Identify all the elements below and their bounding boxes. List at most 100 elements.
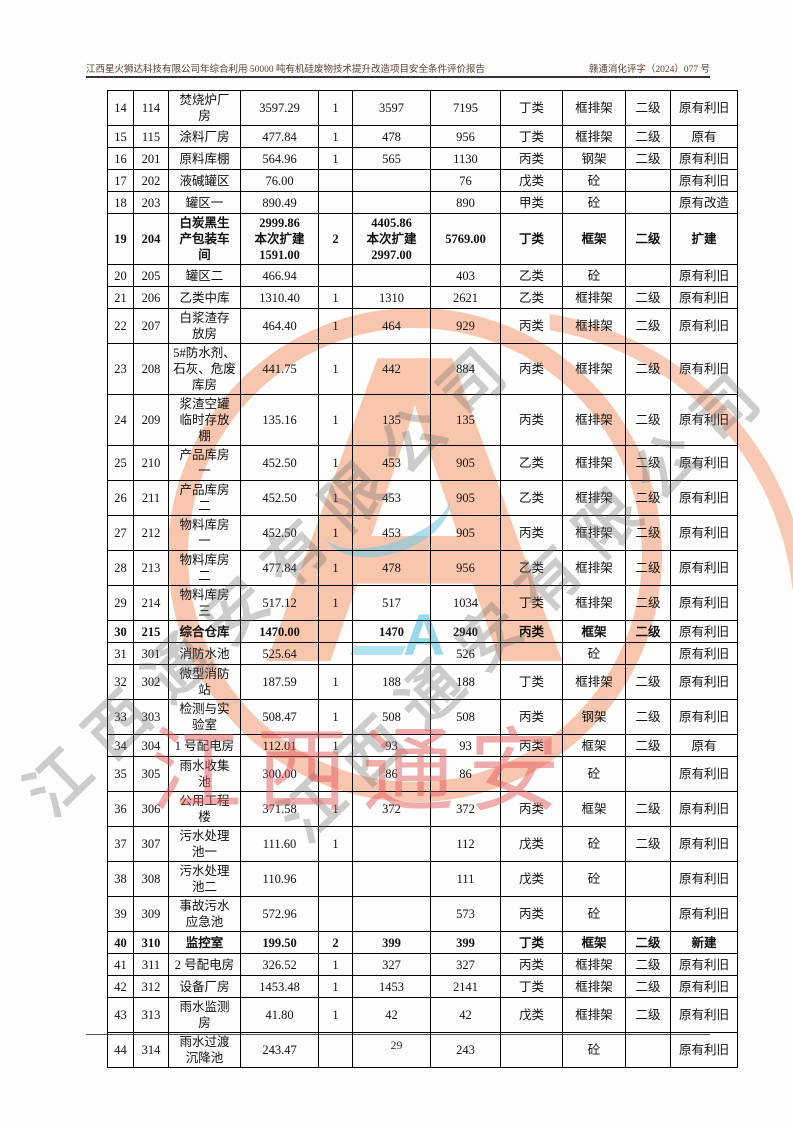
cell-name: 微型消防 站 [168,664,241,700]
cell-area: 890.49 [240,191,319,214]
cell-no: 27 [107,515,134,551]
table-row: 38 308 污水处理 池二 110.96 111 戊类砼 原有利旧 [107,861,738,897]
cell-structure: 框排架 [562,585,626,621]
cell-build_area: 565 [352,147,431,170]
cell-total: 135 [430,394,501,446]
cell-area: 371.58 [240,791,319,827]
cell-no: 19 [107,213,134,265]
cell-total: 2940 [430,620,501,643]
table-row: 40 310 监控室 199.50 2 399 399 丁类 框架 二级 新建 [107,931,738,954]
cell-total: 372 [430,791,501,827]
cell-category: 丁类 [500,213,563,265]
cell-category: 丙类 [500,308,563,344]
cell-category: 丙类 [500,734,563,757]
cell-code: 301 [133,642,169,665]
cell-total: 884 [430,343,501,395]
cell-code: 310 [133,931,169,954]
cell-name: 雨水监测 房 [168,997,241,1033]
cell-build_area: 3597 [352,90,431,126]
cell-category: 丙类 [500,394,563,446]
cell-floors [318,756,353,792]
cell-area: 111.60 [240,826,319,862]
cell-area: 1453.48 [240,975,319,998]
cell-remark: 原有利旧 [670,861,738,897]
cell-total: 111 [430,861,501,897]
cell-build_area: 453 [352,515,431,551]
cell-total: 573 [430,896,501,932]
cell-remark: 原有利旧 [670,286,738,309]
cell-category: 乙类 [500,550,563,586]
cell-build_area [352,896,431,932]
cell-structure: 框排架 [562,394,626,446]
cell-area: 466.94 [240,264,319,287]
cell-build_area: 327 [352,953,431,976]
cell-structure: 砼 [562,169,626,192]
cell-structure: 框排架 [562,125,626,148]
cell-remark: 原有利旧 [670,699,738,735]
cell-code: 211 [133,480,169,516]
cell-total: 5769.00 [430,213,501,265]
cell-total: 86 [430,756,501,792]
cell-remark: 原有利旧 [670,664,738,700]
cell-remark: 原有利旧 [670,480,738,516]
cell-total: 905 [430,445,501,481]
table-row: 36 306 公用工程 楼 371.58 1 372 372 丙类 框架 二级 原有利旧 [107,791,738,827]
cell-area: 1310.40 [240,286,319,309]
cell-total: 403 [430,264,501,287]
cell-code: 214 [133,585,169,621]
cell-floors: 1 [318,480,353,516]
cell-code: 213 [133,550,169,586]
cell-name: 2 号配电房 [168,953,241,976]
cell-floors: 1 [318,664,353,700]
cell-code: 201 [133,147,169,170]
cell-floors: 1 [318,975,353,998]
cell-category [500,756,563,792]
table-row: 25 210 产品库房 一 452.50 1 453 905 乙类 框排架 二级 原有利旧 [107,445,738,481]
cell-floors: 1 [318,699,353,735]
cell-build_area: 442 [352,343,431,395]
cell-name: 5#防水剂、 石灰、危废 库房 [168,343,241,395]
cell-category: 丁类 [500,125,563,148]
table-row: 31 301 消防水池 525.64 526 砼 原有利旧 [107,642,738,665]
cell-remark: 原有利旧 [670,585,738,621]
cell-area: 76.00 [240,169,319,192]
cell-remark: 原有利旧 [670,147,738,170]
cell-remark: 原有利旧 [670,953,738,976]
cell-grade [625,169,671,192]
cell-category: 乙类 [500,264,563,287]
cell-floors [318,642,353,665]
cell-remark: 原有利旧 [670,896,738,932]
cell-floors: 1 [318,445,353,481]
cell-name: 雨水过渡 沉降池 [168,1032,241,1068]
cell-no: 15 [107,125,134,148]
cell-name: 公用工程 楼 [168,791,241,827]
cell-code: 312 [133,975,169,998]
cell-floors [318,1032,353,1068]
table-row: 17 202 液碱罐区 76.00 76 戊类砼 原有利旧 [107,169,738,192]
cell-floors: 2 [318,931,353,954]
cell-grade: 二级 [625,699,671,735]
cell-total: 399 [430,931,501,954]
cell-floors: 1 [318,953,353,976]
cell-grade: 二级 [625,308,671,344]
cell-build_area [352,264,431,287]
cell-structure: 框排架 [562,343,626,395]
cell-name: 事故污水 应急池 [168,896,241,932]
cell-build_area: 135 [352,394,431,446]
cell-grade: 二级 [625,213,671,265]
cell-name: 产品库房 一 [168,445,241,481]
cell-remark: 原有利旧 [670,791,738,827]
cell-build_area: 86 [352,756,431,792]
cell-build_area [352,861,431,897]
cell-floors: 1 [318,147,353,170]
cell-area: 441.75 [240,343,319,395]
cell-floors: 1 [318,343,353,395]
cell-code: 210 [133,445,169,481]
cell-remark: 原有利旧 [670,1032,738,1068]
cell-grade: 二级 [625,791,671,827]
cell-no: 41 [107,953,134,976]
cell-code: 306 [133,791,169,827]
cell-remark: 原有利旧 [670,90,738,126]
cell-floors [318,896,353,932]
